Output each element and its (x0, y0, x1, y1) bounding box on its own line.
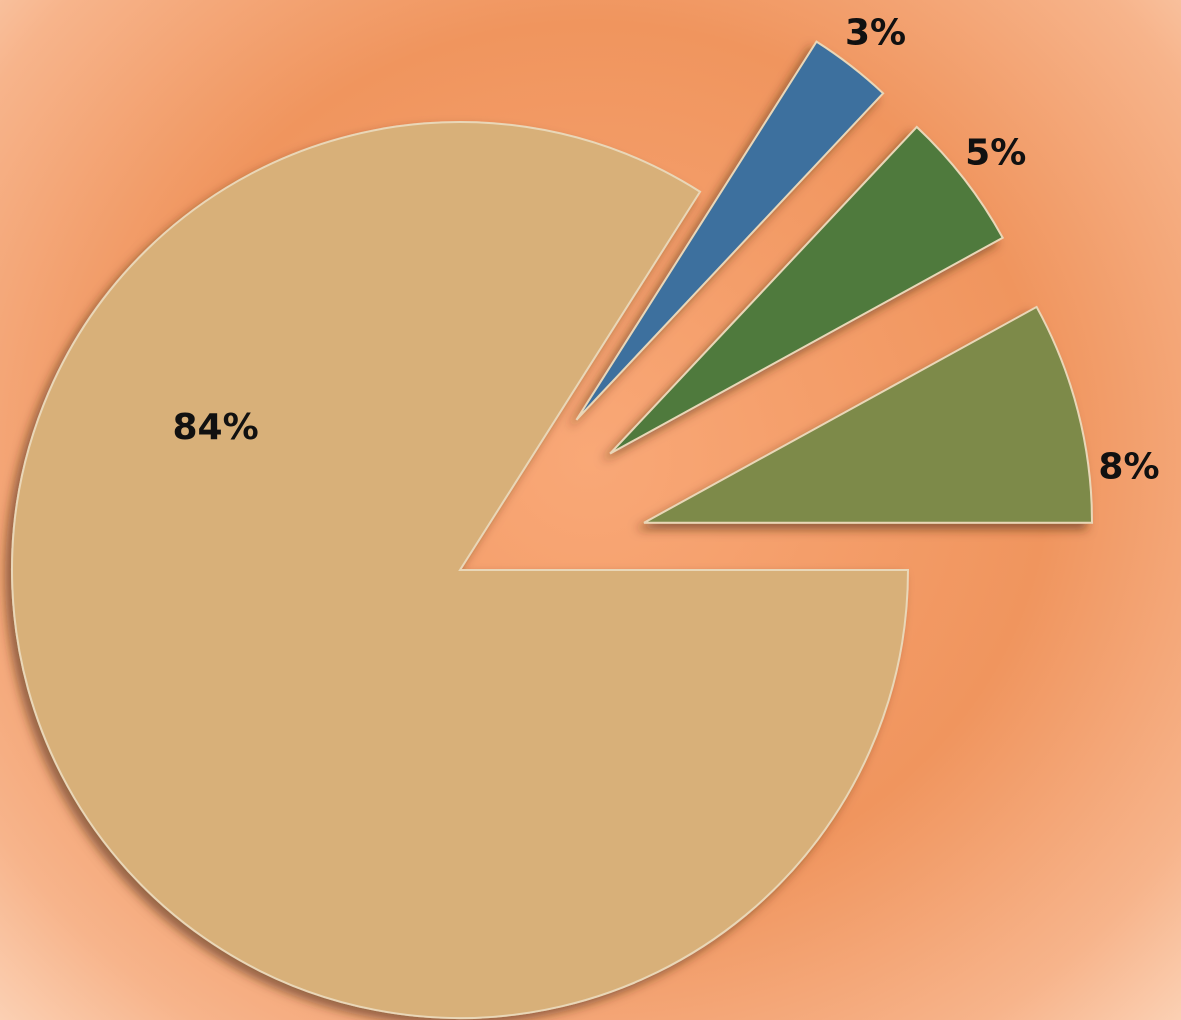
data-label: 8% (1098, 446, 1159, 487)
data-label: 5% (965, 132, 1026, 173)
pie-slice (11, 121, 910, 1019)
pie-slice (575, 40, 885, 421)
pie-slice (609, 125, 1005, 455)
data-label: 84% (172, 407, 258, 448)
data-label: 3% (845, 12, 906, 53)
pie-slice (643, 305, 1094, 524)
